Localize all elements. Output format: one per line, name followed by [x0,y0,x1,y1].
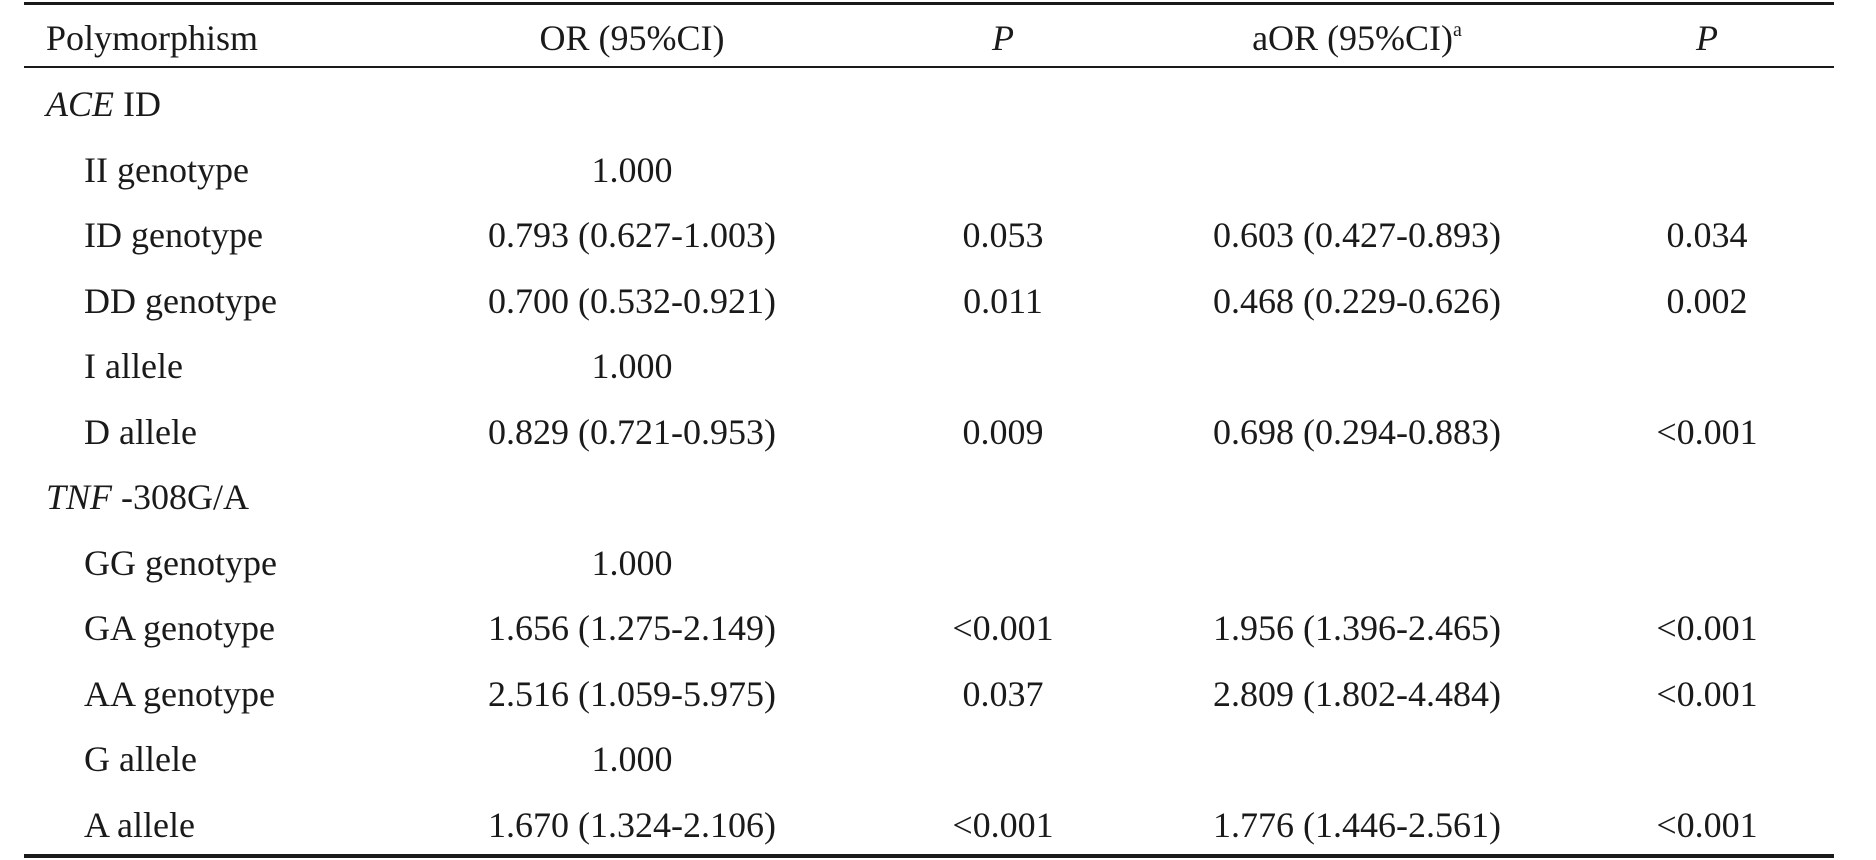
row-label: GG genotype [84,543,277,583]
row-label: D allele [84,412,197,452]
row-label: II genotype [84,150,249,190]
table-top-rule [24,2,1834,5]
table-bottom-rule [24,854,1834,858]
row-label: I allele [84,346,183,386]
or-value: 1.000 [591,739,673,779]
header-aor-footnote-mark: a [1453,19,1462,41]
adjusted-p-value: 0.034 [1666,215,1748,255]
row-label: ID genotype [84,215,263,255]
or-value: 1.656 (1.275-2.149) [488,608,776,648]
adjusted-p-value: <0.001 [1656,412,1758,452]
p-value: <0.001 [952,805,1054,845]
p-value: 0.009 [962,412,1044,452]
table-row: I allele 1.000 [24,332,1834,398]
table-row: GA genotype 1.656 (1.275-2.149) <0.001 1.95… [24,594,1834,660]
row-label: DD genotype [84,281,277,321]
p-value: <0.001 [952,608,1054,648]
or-value: 1.000 [591,150,673,190]
row-label: G allele [84,739,197,779]
table-header-rule [24,66,1834,68]
p-value: 0.037 [962,674,1044,714]
table-row: AA genotype 2.516 (1.059-5.975) 0.037 2.809… [24,660,1834,726]
header-p: P [992,18,1014,58]
adjusted-p-value: <0.001 [1656,674,1758,714]
table-row: GG genotype 1.000 [24,529,1834,595]
aor-value: 0.603 (0.427-0.893) [1213,215,1501,255]
table-header-row: Polymorphism OR (95%CI) P aOR (95%CI)a P [24,4,1834,70]
or-value: 1.000 [591,543,673,583]
or-value: 0.829 (0.721-0.953) [488,412,776,452]
gene-name: TNF [46,477,113,517]
aor-value: 1.776 (1.446-2.561) [1213,805,1501,845]
or-value: 0.793 (0.627-1.003) [488,215,776,255]
variant-name: ID [114,84,161,124]
header-aor-text: aOR (95%CI) [1252,18,1454,58]
or-value: 1.670 (1.324-2.106) [488,805,776,845]
table-row: DD genotype 0.700 (0.532-0.921) 0.011 0.468… [24,267,1834,333]
aor-value: 0.468 (0.229-0.626) [1213,281,1501,321]
header-or: OR (95%CI) [539,18,725,58]
aor-value: 1.956 (1.396-2.465) [1213,608,1501,648]
aor-value: 0.698 (0.294-0.883) [1213,412,1501,452]
table-row: II genotype 1.000 [24,136,1834,202]
table-row: A allele 1.670 (1.324-2.106) <0.001 1.776 (… [24,791,1834,857]
adjusted-p-value: <0.001 [1656,805,1758,845]
table-row: G allele 1.000 [24,725,1834,791]
group-label: ACE ID [46,86,161,122]
table-row: D allele 0.829 (0.721-0.953) 0.009 0.698 (0… [24,398,1834,464]
header-adjusted-p: P [1696,18,1718,58]
group-header-row: TNF -308G/A [24,463,1834,529]
or-value: 1.000 [591,346,673,386]
adjusted-p-value: <0.001 [1656,608,1758,648]
p-value: 0.053 [962,215,1044,255]
adjusted-p-value: 0.002 [1666,281,1748,321]
header-aor: aOR (95%CI)a [1252,20,1462,56]
p-value: 0.011 [963,281,1043,321]
or-value: 2.516 (1.059-5.975) [488,674,776,714]
variant-name: -308G/A [112,477,250,517]
or-value: 0.700 (0.532-0.921) [488,281,776,321]
group-label: TNF -308G/A [46,479,249,515]
group-header-row: ACE ID [24,70,1834,136]
table-row: ID genotype 0.793 (0.627-1.003) 0.053 0.603… [24,201,1834,267]
row-label: GA genotype [84,608,275,648]
aor-value: 2.809 (1.802-4.484) [1213,674,1501,714]
header-polymorphism: Polymorphism [46,18,259,58]
row-label: A allele [84,805,195,845]
gene-name: ACE [46,84,114,124]
row-label: AA genotype [84,674,275,714]
